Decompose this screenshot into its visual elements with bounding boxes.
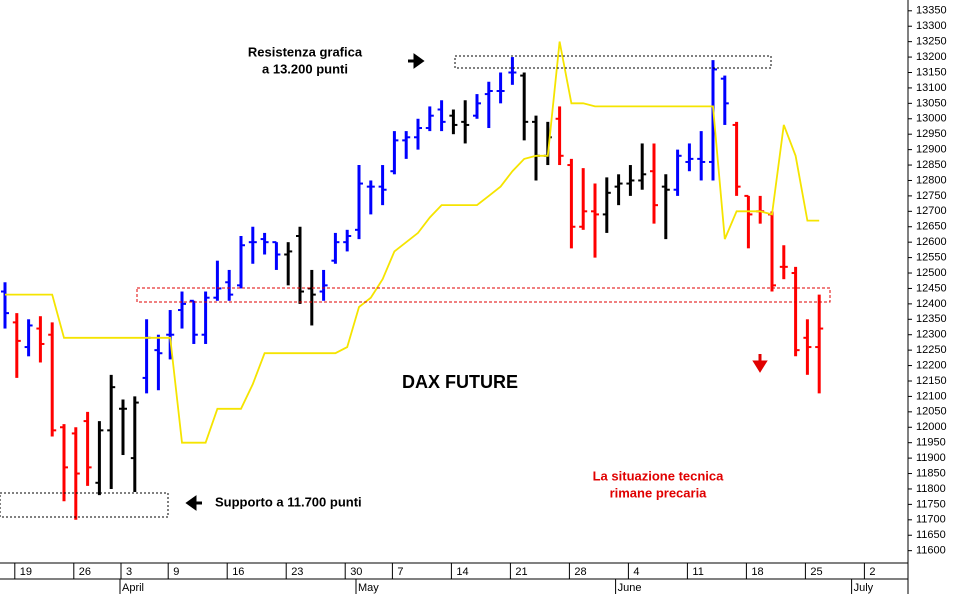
arrow bbox=[752, 354, 768, 373]
y-tick-label: 13050 bbox=[916, 97, 947, 109]
plot bbox=[1, 41, 824, 520]
x-tick-label: 30 bbox=[350, 566, 362, 578]
x-tick-label: 9 bbox=[173, 566, 179, 578]
y-tick-label: 11750 bbox=[916, 498, 946, 510]
y-tick-label: 11900 bbox=[916, 452, 946, 464]
x-tick-label: 16 bbox=[232, 566, 244, 578]
x-tick-label: 25 bbox=[810, 566, 822, 578]
x-tick-label: 14 bbox=[456, 566, 468, 578]
y-tick-label: 12600 bbox=[916, 236, 947, 248]
y-tick-label: 13300 bbox=[916, 20, 947, 32]
month-label: June bbox=[618, 582, 642, 594]
month-label: May bbox=[358, 582, 379, 594]
chart-title: DAX FUTURE bbox=[402, 372, 518, 392]
x-tick-label: 3 bbox=[126, 566, 132, 578]
annotation: La situazione tecnica bbox=[593, 468, 725, 483]
y-tick-label: 12200 bbox=[916, 359, 947, 371]
y-tick-label: 12000 bbox=[916, 421, 947, 433]
y-tick-label: 13250 bbox=[916, 36, 947, 48]
y-tick-label: 11650 bbox=[916, 529, 946, 541]
y-tick-label: 12550 bbox=[916, 251, 947, 263]
indicator-line bbox=[5, 41, 820, 444]
resistance-zone bbox=[454, 55, 772, 69]
y-tick-label: 13150 bbox=[916, 66, 947, 78]
x-tick-label: 26 bbox=[79, 566, 91, 578]
y-tick-label: 12750 bbox=[916, 190, 947, 202]
y-tick-label: 12800 bbox=[916, 174, 947, 186]
y-tick-label: 12300 bbox=[916, 329, 947, 341]
x-tick-label: 19 bbox=[20, 566, 32, 578]
y-tick-label: 12650 bbox=[916, 221, 947, 233]
month-label: April bbox=[122, 582, 144, 594]
y-tick-label: 12900 bbox=[916, 144, 947, 156]
y-tick-label: 11700 bbox=[916, 514, 946, 526]
y-tick-label: 11850 bbox=[916, 467, 946, 479]
y-tick-label: 13100 bbox=[916, 82, 947, 94]
x-tick-label: 23 bbox=[291, 566, 303, 578]
arrow bbox=[408, 53, 425, 69]
y-tick-label: 11950 bbox=[916, 437, 946, 449]
y-tick-label: 13350 bbox=[916, 5, 947, 17]
arrow bbox=[185, 495, 202, 511]
annotation: a 13.200 punti bbox=[262, 61, 348, 76]
y-tick-label: 12100 bbox=[916, 390, 947, 402]
x-tick-label: 21 bbox=[515, 566, 527, 578]
y-tick-label: 12250 bbox=[916, 344, 947, 356]
x-tick-label: 4 bbox=[633, 566, 639, 578]
y-tick-label: 13000 bbox=[916, 113, 947, 125]
support-zone bbox=[0, 492, 169, 518]
y-tick-label: 12400 bbox=[916, 298, 947, 310]
y-tick-label: 11600 bbox=[916, 545, 946, 557]
x-tick-label: 18 bbox=[751, 566, 763, 578]
y-tick-label: 12050 bbox=[916, 406, 947, 418]
annotation: Supporto a 11.700 punti bbox=[215, 494, 362, 509]
month-label: July bbox=[854, 582, 874, 594]
x-tick-label: 28 bbox=[574, 566, 586, 578]
annotation: Resistenza grafica bbox=[248, 44, 363, 59]
y-tick-label: 12150 bbox=[916, 375, 947, 387]
y-tick-label: 12500 bbox=[916, 267, 947, 279]
x-tick-label: 11 bbox=[692, 566, 703, 578]
annotation: rimane precaria bbox=[610, 485, 708, 500]
y-tick-label: 12850 bbox=[916, 159, 947, 171]
y-tick-label: 11800 bbox=[916, 483, 946, 495]
x-tick-label: 7 bbox=[397, 566, 403, 578]
y-tick-label: 12350 bbox=[916, 313, 947, 325]
y-tick-label: 12700 bbox=[916, 205, 947, 217]
x-tick-label: 2 bbox=[869, 566, 875, 578]
y-tick-label: 12950 bbox=[916, 128, 947, 140]
y-tick-label: 13200 bbox=[916, 51, 947, 63]
pivot-zone bbox=[136, 287, 831, 303]
y-tick-label: 12450 bbox=[916, 282, 947, 294]
